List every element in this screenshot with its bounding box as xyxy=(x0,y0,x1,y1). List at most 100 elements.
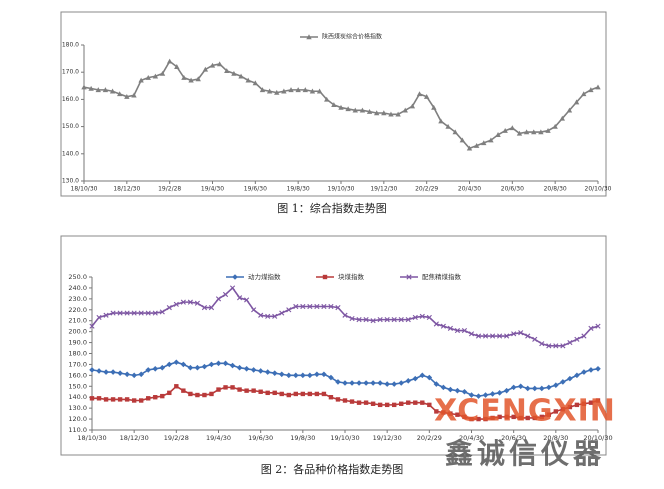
point xyxy=(152,73,159,79)
point xyxy=(252,80,259,86)
point xyxy=(202,392,207,398)
x-tick-label: 19/8/30 xyxy=(290,434,315,442)
point xyxy=(110,369,116,375)
point xyxy=(489,391,496,397)
point xyxy=(518,415,523,421)
point xyxy=(208,305,215,311)
point xyxy=(406,274,412,280)
point xyxy=(103,369,109,375)
point xyxy=(581,91,587,97)
y-tick-label: 150.0 xyxy=(62,123,79,130)
point xyxy=(285,372,292,379)
y-tick-label: 160.0 xyxy=(68,371,87,379)
point xyxy=(539,341,545,347)
point xyxy=(384,402,390,408)
charts: 130.0 140.0 150.0 160.0 170.0 180.0 18/10/30 18… xyxy=(62,33,613,443)
point xyxy=(431,104,437,110)
point xyxy=(238,73,244,79)
point xyxy=(476,416,481,422)
point xyxy=(517,383,524,390)
point xyxy=(399,401,404,406)
point xyxy=(419,372,426,379)
y-tick-label: 150.0 xyxy=(68,382,87,390)
point xyxy=(398,380,405,386)
y-tick-label: 240.0 xyxy=(68,284,87,292)
point xyxy=(523,129,530,135)
point xyxy=(309,88,316,94)
point xyxy=(461,327,468,334)
point xyxy=(459,137,466,143)
point xyxy=(497,414,502,420)
point xyxy=(405,378,412,384)
point xyxy=(89,367,95,373)
point xyxy=(588,87,594,93)
point xyxy=(434,409,439,414)
point xyxy=(208,361,215,368)
x-tick-label: 20/8/30 xyxy=(544,186,567,193)
point xyxy=(124,310,130,316)
legend-label: 块煤指数 xyxy=(338,272,365,281)
point xyxy=(232,274,238,280)
point xyxy=(532,336,538,342)
y-tick-label: 140.0 xyxy=(68,393,87,401)
point xyxy=(88,85,94,91)
point xyxy=(370,318,376,324)
point xyxy=(271,370,278,376)
point xyxy=(293,391,299,397)
point xyxy=(511,331,517,337)
point xyxy=(153,395,158,400)
point xyxy=(567,339,573,346)
point xyxy=(488,137,494,143)
x-tick-label: 18/12/30 xyxy=(113,186,140,193)
point xyxy=(244,297,250,303)
point xyxy=(237,387,242,392)
point xyxy=(483,416,488,422)
point xyxy=(229,362,236,369)
point xyxy=(194,300,201,306)
x-tick-label: 19/12/30 xyxy=(370,186,397,193)
point xyxy=(445,123,451,129)
point xyxy=(381,110,387,116)
x-tick-label: 20/2/29 xyxy=(417,434,442,442)
point xyxy=(412,375,419,382)
point xyxy=(553,343,559,349)
point xyxy=(468,392,475,398)
point xyxy=(145,367,152,373)
y-tick-label: 250.0 xyxy=(68,273,87,281)
point xyxy=(356,380,362,386)
point xyxy=(314,371,320,378)
x-tick-label: 19/10/30 xyxy=(330,434,359,442)
y-tick-label: 160.0 xyxy=(62,96,79,103)
point xyxy=(553,409,559,414)
point xyxy=(538,385,545,392)
point xyxy=(496,390,503,396)
x-tick-label: 20/10/30 xyxy=(583,434,612,442)
watermark-brand: 鑫诚信仪器 xyxy=(445,437,605,470)
point xyxy=(595,366,601,372)
y-tick-label: 220.0 xyxy=(68,306,87,314)
point xyxy=(402,107,408,113)
point xyxy=(250,367,257,373)
point xyxy=(109,88,116,94)
y-tick-label: 230.0 xyxy=(68,295,87,303)
point xyxy=(328,374,334,381)
y-tick-label: 140.0 xyxy=(62,150,79,157)
point xyxy=(552,123,558,129)
point xyxy=(316,88,323,94)
point xyxy=(131,92,137,98)
point xyxy=(195,392,200,398)
point xyxy=(335,305,341,311)
point xyxy=(440,323,446,329)
point xyxy=(145,310,151,316)
x-tick-label: 18/10/30 xyxy=(77,434,106,442)
point xyxy=(272,390,277,396)
x-tick-label: 19/2/28 xyxy=(158,186,181,193)
point xyxy=(302,87,309,93)
point xyxy=(103,397,109,402)
point xyxy=(504,333,510,339)
point xyxy=(560,407,566,412)
x-tick-label: 20/6/30 xyxy=(501,186,524,193)
x-tick-label: 20/10/30 xyxy=(585,186,612,193)
point xyxy=(243,366,250,372)
point xyxy=(454,327,461,334)
